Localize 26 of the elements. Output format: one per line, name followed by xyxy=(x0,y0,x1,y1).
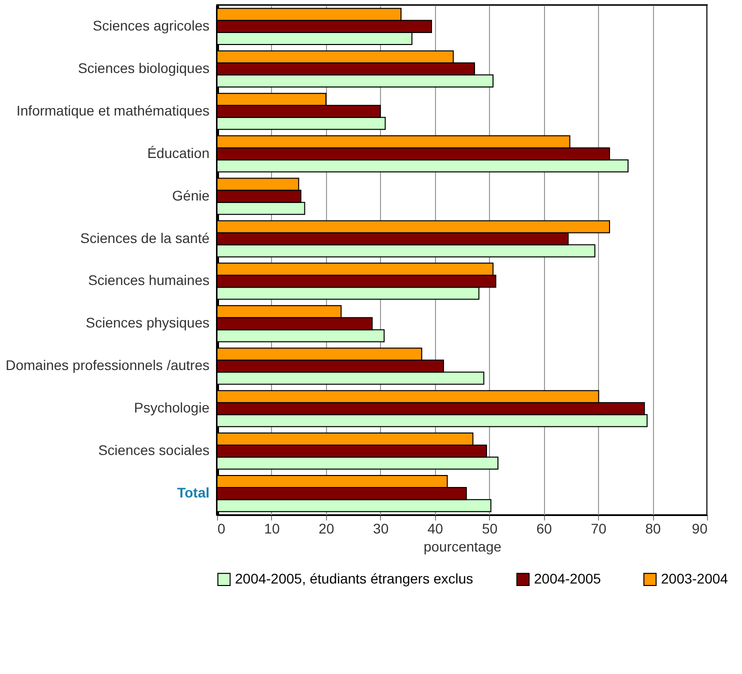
y-tick-label: Domaines professionnels /autres xyxy=(6,357,210,374)
legend-label: 2003-2004 xyxy=(661,570,728,586)
y-tick-label: Sciences agricoles xyxy=(92,17,210,34)
y-tick-label: Génie xyxy=(172,187,210,204)
y-tick-label: Informatique et mathématiques xyxy=(16,102,210,118)
x-tick-label: 20 xyxy=(318,520,334,536)
y-tick-label: Sciences de la santé xyxy=(80,230,210,246)
x-tick-label: 10 xyxy=(264,520,280,536)
x-tick-label: 50 xyxy=(482,520,498,536)
x-tick-label: 90 xyxy=(692,520,708,536)
x-tick-label: 0 xyxy=(218,520,226,536)
x-tick-label: 80 xyxy=(645,520,662,536)
legend-label: 2004-2005, étudiants étrangers exclus xyxy=(235,570,474,586)
y-tick-label: Psychologie xyxy=(134,400,210,416)
legend-label: 2004-2005 xyxy=(534,570,602,586)
x-axis-title: pourcentage xyxy=(424,538,502,554)
y-tick-label: Sciences sociales xyxy=(98,442,210,458)
y-tick-label: Sciences humaines xyxy=(88,272,210,288)
y-tick-label: Sciences biologiques xyxy=(78,60,210,76)
y-tick-label: Total xyxy=(177,484,210,501)
x-tick-label: 70 xyxy=(590,520,607,536)
x-tick-label: 40 xyxy=(427,520,444,536)
x-tick-label: 30 xyxy=(373,520,389,536)
x-tick-label: 60 xyxy=(536,520,552,536)
y-tick-label: Éducation xyxy=(147,144,210,161)
y-tick-label: Sciences physiques xyxy=(86,314,210,331)
